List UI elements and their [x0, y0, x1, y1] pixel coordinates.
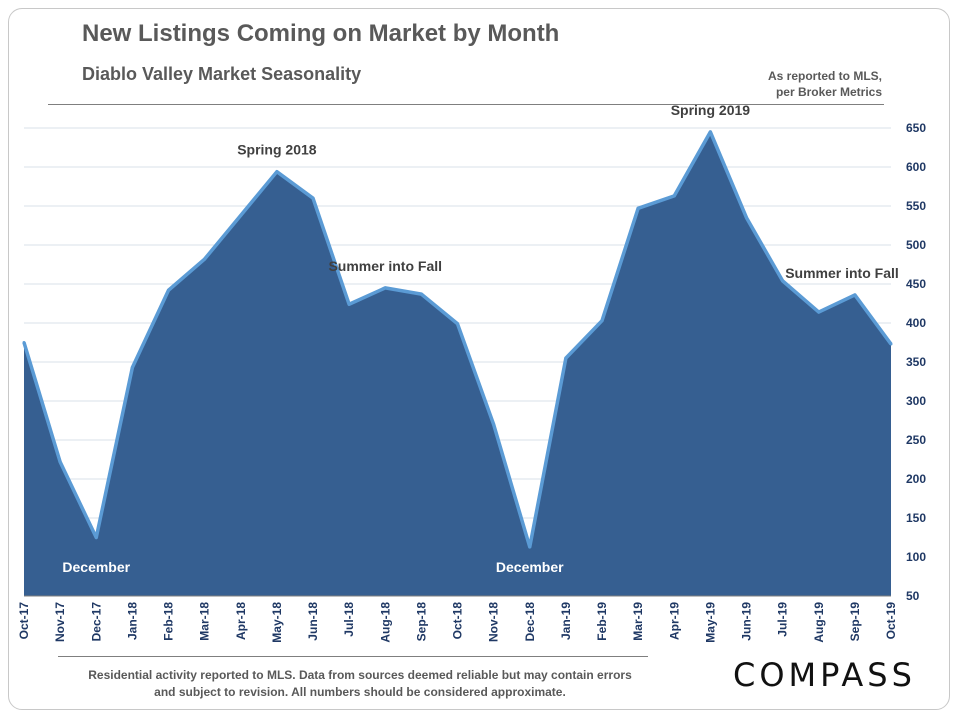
x-tick-label: Nov-17 [53, 602, 67, 642]
data-point-jul-18 [347, 302, 351, 306]
data-point-oct-18 [456, 322, 459, 326]
y-tick-label: 600 [906, 160, 926, 174]
source-note: As reported to MLS, per Broker Metrics [682, 68, 882, 100]
data-point-dec-18 [528, 545, 532, 549]
y-tick-label: 650 [906, 121, 926, 135]
series-area [24, 131, 891, 596]
annotation-label: December [62, 559, 130, 575]
x-tick-label: May-18 [270, 602, 284, 643]
chart-subtitle: Diablo Valley Market Seasonality [82, 64, 362, 84]
x-tick-label: Jul-19 [776, 602, 790, 637]
x-tick-label: May-19 [703, 602, 717, 643]
data-point-jan-18 [130, 365, 134, 369]
x-tick-label: Dec-18 [523, 602, 537, 642]
x-tick-label: Mar-18 [198, 602, 212, 641]
x-tick-label: Oct-19 [884, 602, 898, 640]
footer-divider [58, 656, 648, 657]
data-point-jan-19 [564, 356, 568, 360]
chart-title: New Listings Coming on Market by Month [82, 20, 560, 47]
data-point-apr-19 [672, 194, 676, 198]
x-tick-label: Feb-18 [162, 602, 176, 641]
x-tick-label: Sep-18 [414, 602, 428, 642]
y-tick-label: 50 [906, 589, 920, 603]
x-tick-label: Mar-19 [631, 602, 645, 641]
annotation-label: Summer into Fall [328, 258, 442, 274]
source-note-line-2: per Broker Metrics [775, 85, 882, 99]
x-tick-label: Jun-19 [740, 602, 754, 641]
x-tick-label: Jul-18 [342, 602, 356, 637]
x-tick-label: Jan-19 [559, 602, 573, 640]
data-point-jun-18 [311, 196, 315, 200]
data-point-may-19 [708, 130, 712, 134]
data-point-aug-18 [383, 286, 387, 290]
x-tick-label: Feb-19 [595, 602, 609, 641]
y-tick-label: 150 [906, 511, 926, 525]
x-tick-label: Aug-18 [378, 602, 392, 643]
annotation-label: Summer into Fall [785, 265, 899, 281]
footnote: Residential activity reported to MLS. Da… [60, 667, 660, 701]
source-note-line-1: As reported to MLS, [767, 69, 882, 83]
x-tick-label: Nov-18 [487, 602, 501, 642]
data-point-aug-19 [817, 310, 821, 314]
x-tick-label: Aug-19 [812, 602, 826, 643]
x-tick-label: Apr-18 [234, 602, 248, 640]
annotation-label: Spring 2018 [237, 142, 317, 158]
x-tick-label: Dec-17 [89, 602, 103, 642]
y-tick-label: 200 [906, 472, 926, 486]
compass-logo: COMPASS [733, 656, 916, 694]
y-tick-label: 500 [906, 238, 926, 252]
data-point-feb-19 [600, 319, 604, 323]
data-point-oct-17 [22, 341, 26, 344]
x-tick-label: Sep-19 [848, 602, 862, 642]
data-point-jul-19 [781, 279, 785, 283]
data-point-mar-18 [203, 257, 207, 261]
annotation-label: Spring 2019 [671, 102, 751, 118]
data-point-nov-17 [58, 460, 62, 464]
data-point-mar-19 [636, 206, 640, 210]
annotation-label: December [496, 559, 564, 575]
data-point-dec-17 [94, 536, 98, 539]
data-point-jun-19 [745, 216, 748, 220]
y-tick-label: 250 [906, 433, 926, 447]
x-tick-label: Oct-17 [17, 602, 31, 640]
x-tick-label: Jan-18 [125, 602, 139, 640]
y-tick-label: 550 [906, 199, 926, 213]
data-point-sep-19 [853, 293, 857, 297]
footnote-line-2: and subject to revision. All numbers sho… [154, 685, 566, 699]
y-tick-label: 100 [906, 550, 926, 564]
y-tick-label: 350 [906, 355, 926, 369]
data-point-oct-19 [889, 342, 893, 346]
x-tick-label: Apr-19 [667, 602, 681, 640]
data-point-sep-18 [419, 292, 423, 296]
y-tick-label: 400 [906, 316, 926, 330]
header-divider [48, 104, 884, 105]
x-tick-label: Jun-18 [306, 602, 320, 641]
data-point-nov-18 [492, 422, 496, 426]
data-point-feb-18 [167, 288, 170, 292]
data-point-may-18 [275, 170, 279, 174]
y-tick-label: 450 [906, 277, 926, 291]
y-tick-label: 300 [906, 394, 926, 408]
x-tick-label: Oct-18 [451, 602, 465, 640]
footnote-line-1: Residential activity reported to MLS. Da… [88, 668, 632, 682]
data-point-apr-18 [239, 213, 243, 217]
